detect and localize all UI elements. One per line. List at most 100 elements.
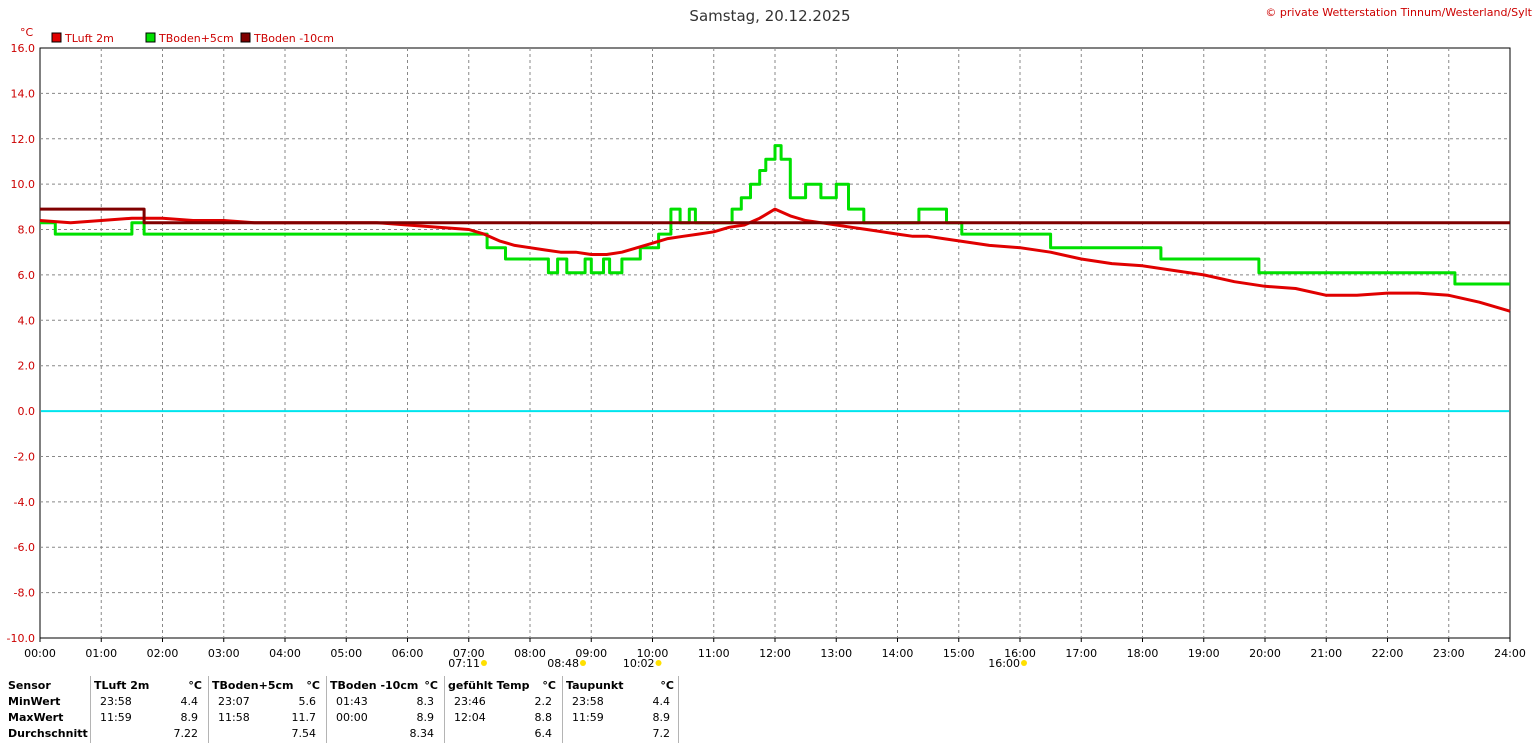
stats-cell: Taupunkt xyxy=(566,679,624,692)
sun-marker-label: 08:48 xyxy=(547,657,579,670)
stats-cell: 23:46 xyxy=(454,695,486,708)
stats-cell: 11:59 xyxy=(572,711,604,724)
y-tick-label: 12.0 xyxy=(11,133,36,146)
series-line-2 xyxy=(40,207,1510,225)
stats-cell: 4.4 xyxy=(652,695,671,708)
stats-cell: MaxWert xyxy=(8,711,64,724)
y-tick-label: 8.0 xyxy=(18,224,36,237)
sun-markers: 07:11 08:48 10:02 16:00 xyxy=(448,657,1027,670)
statistics-table: Sensor MinWert MaxWert Durchschnitt TLuft 2m… xyxy=(0,676,1536,743)
y-tick-label: -8.0 xyxy=(14,587,35,600)
x-tick-label: 18:00 xyxy=(1127,647,1159,660)
x-tick-label: 12:00 xyxy=(759,647,791,660)
y-tick-label: -10.0 xyxy=(7,632,35,645)
stats-cell: TLuft 2m xyxy=(94,679,150,692)
x-tick-label: 23:00 xyxy=(1433,647,1465,660)
stats-cell: gefühlt Temp xyxy=(448,679,530,692)
legend-label: TBoden -10cm xyxy=(253,32,334,45)
x-tick-label: 19:00 xyxy=(1188,647,1220,660)
stats-cell: 5.6 xyxy=(298,695,317,708)
x-tick-label: 07:00 xyxy=(453,647,485,660)
stats-divider xyxy=(90,676,91,743)
legend-swatch xyxy=(145,32,156,43)
stats-cell: 11:59 xyxy=(100,711,132,724)
stats-divider xyxy=(444,676,445,743)
stats-cell: 23:07 xyxy=(218,695,250,708)
stats-cell: 8.3 xyxy=(416,695,435,708)
unit-label: °C xyxy=(20,26,34,39)
stats-cell: 11.7 xyxy=(291,711,317,724)
stats-cell: 2.2 xyxy=(534,695,553,708)
x-tick-label: 00:00 xyxy=(24,647,56,660)
x-tick-label: 13:00 xyxy=(820,647,852,660)
sun-marker-label: 10:02 xyxy=(623,657,655,670)
y-tick-label: 2.0 xyxy=(18,360,36,373)
stats-divider xyxy=(562,676,563,743)
stats-cell: MinWert xyxy=(8,695,61,708)
x-tick-label: 06:00 xyxy=(392,647,424,660)
stats-cell: Sensor xyxy=(8,679,51,692)
series-group xyxy=(39,144,1511,313)
y-tick-label: -4.0 xyxy=(14,496,35,509)
y-tick-label: 10.0 xyxy=(11,178,36,191)
stats-cell: 7.54 xyxy=(291,727,317,740)
stats-cell: TBoden+5cm xyxy=(212,679,294,692)
x-tick-label: 04:00 xyxy=(269,647,301,660)
sun-marker-label: 07:11 xyxy=(448,657,480,670)
y-tick-label: 4.0 xyxy=(18,314,36,327)
x-tick-label: 15:00 xyxy=(943,647,975,660)
stats-cell: 8.9 xyxy=(416,711,435,724)
x-tick-label: 10:00 xyxy=(637,647,669,660)
stats-cell: 4.4 xyxy=(180,695,199,708)
y-tick-label: 6.0 xyxy=(18,269,36,282)
x-tick-label: 16:00 xyxy=(1004,647,1036,660)
sun-marker-label: 16:00 xyxy=(988,657,1020,670)
sun-marker-dot xyxy=(580,660,586,666)
stats-cell: 8.34 xyxy=(409,727,435,740)
x-tick-label: 02:00 xyxy=(147,647,179,660)
stats-cell: 8.9 xyxy=(180,711,199,724)
stats-cell: Durchschnitt xyxy=(8,727,88,740)
chart-title: Samstag, 20.12.2025 xyxy=(689,7,850,25)
series-line-1 xyxy=(40,144,1510,286)
temperature-chart: Samstag, 20.12.2025 © private Wetterstat… xyxy=(7,6,1533,670)
stats-divider xyxy=(678,676,679,743)
stats-cell: 12:04 xyxy=(454,711,486,724)
stats-cell: 11:58 xyxy=(218,711,250,724)
y-tick-label: -6.0 xyxy=(14,541,35,554)
legend-swatch xyxy=(51,32,62,43)
x-tick-label: 24:00 xyxy=(1494,647,1526,660)
x-tick-label: 03:00 xyxy=(208,647,240,660)
x-tick-label: 01:00 xyxy=(85,647,117,660)
stats-cell: 7.22 xyxy=(173,727,199,740)
x-tick-label: 11:00 xyxy=(698,647,730,660)
y-tick-label: 16.0 xyxy=(11,42,36,55)
stats-cell: 00:00 xyxy=(336,711,368,724)
stats-cell: 23:58 xyxy=(572,695,604,708)
stats-cell: TBoden -10cm xyxy=(330,679,419,692)
sun-marker-dot xyxy=(1021,660,1027,666)
stats-divider xyxy=(208,676,209,743)
x-tick-label: 21:00 xyxy=(1310,647,1342,660)
legend-label: TBoden+5cm xyxy=(158,32,234,45)
x-tick-label: 20:00 xyxy=(1249,647,1281,660)
y-tick-label: -2.0 xyxy=(14,450,35,463)
stats-cell: 23:58 xyxy=(100,695,132,708)
stats-cell: 01:43 xyxy=(336,695,368,708)
x-tick-label: 14:00 xyxy=(882,647,914,660)
grid xyxy=(40,48,1510,638)
sun-marker-dot xyxy=(480,660,487,666)
stats-cell: °C xyxy=(188,679,202,692)
legend-label: TLuft 2m xyxy=(64,32,114,45)
stats-cell: °C xyxy=(660,679,674,692)
y-tick-label: 14.0 xyxy=(11,87,36,100)
x-tick-label: 08:00 xyxy=(514,647,546,660)
x-axis: 00:00 01:00 02:00 03:00 04:00 05:00 06:00 07:00… xyxy=(24,638,1526,660)
stats-cell: 8.9 xyxy=(652,711,671,724)
x-tick-label: 22:00 xyxy=(1372,647,1404,660)
legend: TLuft 2m TBoden+5cm TBoden -10cm xyxy=(51,32,334,45)
y-axis: 16.0 14.0 12.0 10.0 8.0 6.0 4.0 2.0 0.0 -2.0 -4.0 -… xyxy=(7,42,35,645)
stats-divider xyxy=(326,676,327,743)
stats-cell: 7.2 xyxy=(652,727,671,740)
stats-cell: °C xyxy=(542,679,556,692)
